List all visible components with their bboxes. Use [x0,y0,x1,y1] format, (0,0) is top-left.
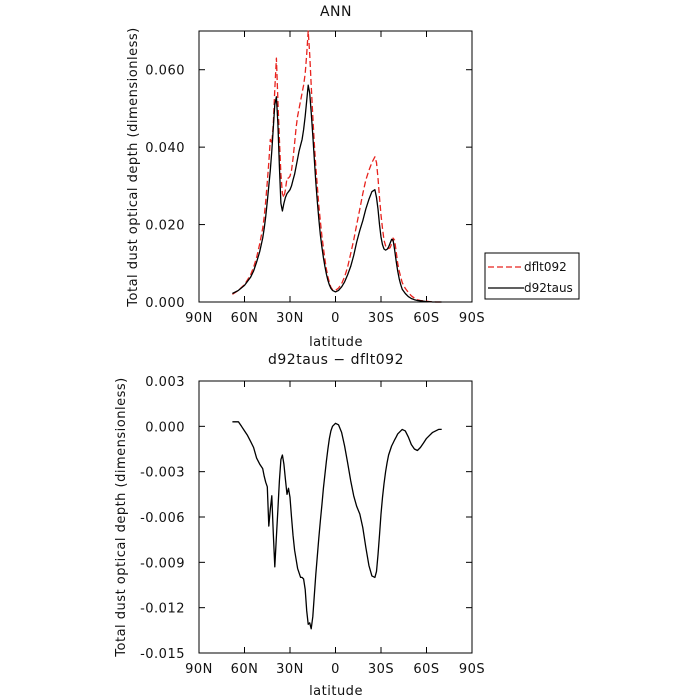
legend-label-d92taus: d92taus [524,281,573,295]
bottom-chart-xtick-label: 90N [185,662,213,677]
bottom-chart-xtick-label: 30S [368,662,394,677]
bottom-chart-xtick-label: 60N [231,662,259,677]
bottom-chart-ticks: 90N 60N 30N 0 30S 60S 90S 0.003 0.000 -0.003 -0.00… [140,375,485,677]
top-chart-xtick-label: 0 [331,311,340,326]
bottom-chart-series [232,421,442,630]
bottom-chart-ytick-label: 0.003 [145,375,185,390]
top-chart-xlabel: latitude [309,335,363,350]
bottom-chart-ytick-label: -0.009 [140,556,185,571]
legend: dflt092 d92taus [484,252,580,300]
bottom-chart-ylabel: Total dust optical depth (dimensionless) [114,377,129,657]
top-chart-xtick-label: 90S [459,311,485,326]
legend-label-dflt092: dflt092 [524,260,567,274]
top-chart-series-line-d92taus [232,84,442,303]
top-chart-plot-frame [198,30,473,303]
bottom-chart-xtick-label: 0 [331,662,340,677]
bottom-chart: d92taus − dflt092 Total dust optical dep… [114,352,485,699]
top-chart-title: ANN [320,4,352,20]
top-chart-ytick-label: 0.060 [145,64,185,79]
bottom-chart-series-line-diff-0 [232,421,442,630]
top-chart-ytick-label: 0.000 [145,296,185,311]
legend-box [484,252,580,300]
bottom-chart-xtick-label: 60S [413,662,439,677]
bottom-chart-ytick-label: -0.006 [140,511,185,526]
bottom-chart-ytick-label: -0.015 [140,647,185,662]
top-chart-xtick-label: 30S [368,311,394,326]
bottom-chart-ytick-label: 0.000 [145,420,185,435]
top-chart-xtick-label: 90N [185,311,213,326]
bottom-chart-xlabel: latitude [309,684,363,699]
bottom-chart-xtick-label: 90S [459,662,485,677]
top-chart-xtick-label: 60N [231,311,259,326]
bottom-chart-ytick-label: -0.003 [140,466,185,481]
top-chart-xtick-label: 60S [413,311,439,326]
top-chart-series-line-dflt092 [232,30,442,303]
top-chart-ylabel: Total dust optical depth (dimensionless) [126,27,141,307]
bottom-chart-ytick-label: -0.012 [140,602,185,617]
top-chart-ytick-label: 0.040 [145,141,185,156]
top-chart-ticks: 90N 60N 30N 0 30S 60S 90S 0.000 0.020 0.040 0.060 [145,31,485,326]
bottom-chart-xtick-label: 30N [276,662,304,677]
top-chart-ytick-label: 0.020 [145,219,185,234]
bottom-chart-title: d92taus − dflt092 [268,352,404,368]
top-chart: ANN Total dust optical depth (dimensionl… [126,4,580,350]
bottom-chart-plot-frame [198,380,473,654]
top-chart-series [232,30,442,303]
top-chart-xtick-label: 30N [276,311,304,326]
